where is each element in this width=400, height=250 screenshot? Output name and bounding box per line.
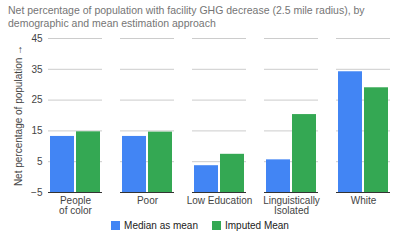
svg-text:Low Education: Low Education	[187, 195, 253, 206]
svg-text:5: 5	[37, 156, 43, 167]
svg-text:15: 15	[31, 125, 43, 136]
svg-text:LinguisticallyIsolated: LinguisticallyIsolated	[263, 195, 320, 216]
svg-text:35: 35	[31, 64, 43, 75]
svg-text:−5: −5	[31, 187, 43, 198]
html-text:Net percentage of population w: Net percentage of population with facili…	[8, 4, 365, 29]
html-text:Imputed Mean: Imputed Mean	[225, 220, 289, 231]
html-text:Median as mean: Median as mean	[124, 220, 198, 231]
svg-text:25: 25	[31, 94, 43, 105]
svg-text:White: White	[351, 195, 377, 206]
svg-text:Poor: Poor	[137, 195, 159, 206]
svg-text:Peopleof color: Peopleof color	[59, 195, 92, 216]
svg-text:45: 45	[31, 33, 43, 44]
svg-text:Net percentage of population →: Net percentage of population →	[13, 45, 24, 186]
